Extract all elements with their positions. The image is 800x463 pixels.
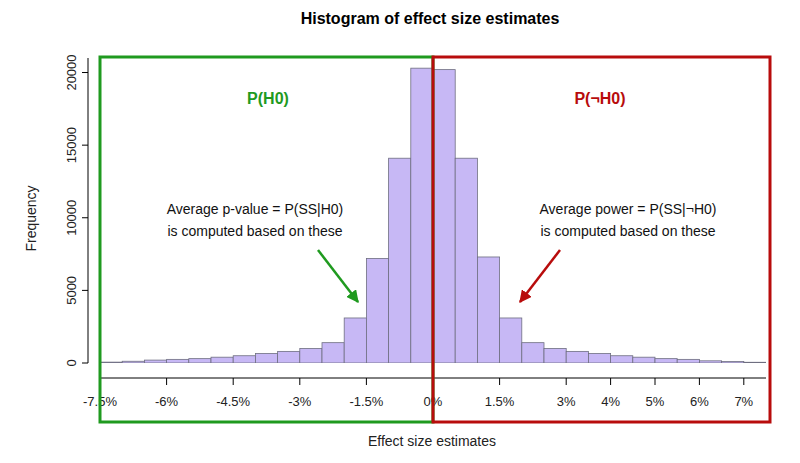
x-tick-label: 1.5% <box>485 394 515 409</box>
chart-svg: Histogram of effect size estimates 0 5000 1… <box>0 0 800 463</box>
y-tick-label: 10000 <box>64 200 79 236</box>
histogram-bar <box>699 361 721 363</box>
y-tick <box>82 145 88 146</box>
annotation: is computed based on these <box>540 223 715 239</box>
histogram-bar <box>633 357 655 363</box>
histogram-bar <box>677 359 699 363</box>
x-tick-label: -1.5% <box>349 394 383 409</box>
histogram-bar <box>300 348 322 363</box>
histogram-bar <box>722 362 744 363</box>
y-tick <box>82 290 88 291</box>
annotation: Average power = P(SS|¬H0) <box>540 201 717 217</box>
x-tick-label: 3% <box>557 394 576 409</box>
x-tick <box>610 378 611 385</box>
histogram-bar <box>411 68 433 363</box>
y-tick <box>82 72 88 73</box>
histogram-bar <box>655 359 677 363</box>
x-tick <box>299 378 300 385</box>
annotation: P(H0) <box>247 90 289 107</box>
annotation: is computed based on these <box>167 223 342 239</box>
arrow <box>520 250 560 302</box>
histogram-bar <box>255 354 277 363</box>
x-axis-label: Effect size estimates <box>368 433 496 449</box>
histogram-bar <box>100 362 122 363</box>
y-tick <box>82 217 88 218</box>
histogram-bar <box>278 351 300 363</box>
x-tick <box>233 378 234 385</box>
x-tick <box>699 378 700 385</box>
histogram-bar <box>566 351 588 363</box>
histogram-bar <box>744 362 766 363</box>
y-tick <box>82 363 88 364</box>
chart-container: Histogram of effect size estimates 0 5000 1… <box>0 0 800 463</box>
title: Histogram of effect size estimates <box>301 10 560 27</box>
histogram-bar <box>588 354 610 363</box>
histogram-bar <box>233 356 255 363</box>
x-tick-label: 6% <box>690 394 709 409</box>
histogram-bar <box>500 318 522 363</box>
y-tick-label: 15000 <box>64 127 79 163</box>
histogram-bar <box>477 257 499 363</box>
histogram-bar <box>211 357 233 363</box>
y-tick-label: 5000 <box>64 276 79 305</box>
histogram-bar <box>611 356 633 363</box>
histogram-bar <box>189 359 211 363</box>
h0-region-box <box>100 57 433 422</box>
x-tick <box>566 378 567 385</box>
y-axis-label: Frequency <box>23 185 39 251</box>
histogram-bar <box>144 360 166 363</box>
x-tick <box>655 378 656 385</box>
x-tick <box>366 378 367 385</box>
x-tick-label: 4% <box>601 394 620 409</box>
annotation: P(¬H0) <box>574 90 625 107</box>
x-tick <box>166 378 167 385</box>
histogram-bar <box>389 158 411 363</box>
histogram-bar <box>344 318 366 363</box>
y-tick-label: 0 <box>64 359 79 366</box>
histogram-bar <box>322 343 344 363</box>
x-tick-label: 5% <box>646 394 665 409</box>
histogram-bar <box>455 158 477 363</box>
histogram-bar <box>433 70 455 363</box>
histogram-bar <box>544 348 566 363</box>
y-axis-line <box>88 58 89 363</box>
x-tick <box>743 378 744 385</box>
x-tick <box>499 378 500 385</box>
x-tick-label: 7% <box>734 394 753 409</box>
x-tick-label: -4.5% <box>216 394 250 409</box>
histogram-bar <box>522 343 544 363</box>
not-h0-region-box <box>433 57 770 422</box>
x-tick-label: -3% <box>288 394 312 409</box>
arrow <box>318 250 358 302</box>
histogram-bar <box>167 359 189 363</box>
histogram-bar <box>366 258 388 363</box>
annotation: Average p-value = P(SS|H0) <box>167 201 344 217</box>
histogram-bar <box>122 361 144 363</box>
x-tick-label: -6% <box>155 394 179 409</box>
y-tick-label: 20000 <box>64 54 79 90</box>
